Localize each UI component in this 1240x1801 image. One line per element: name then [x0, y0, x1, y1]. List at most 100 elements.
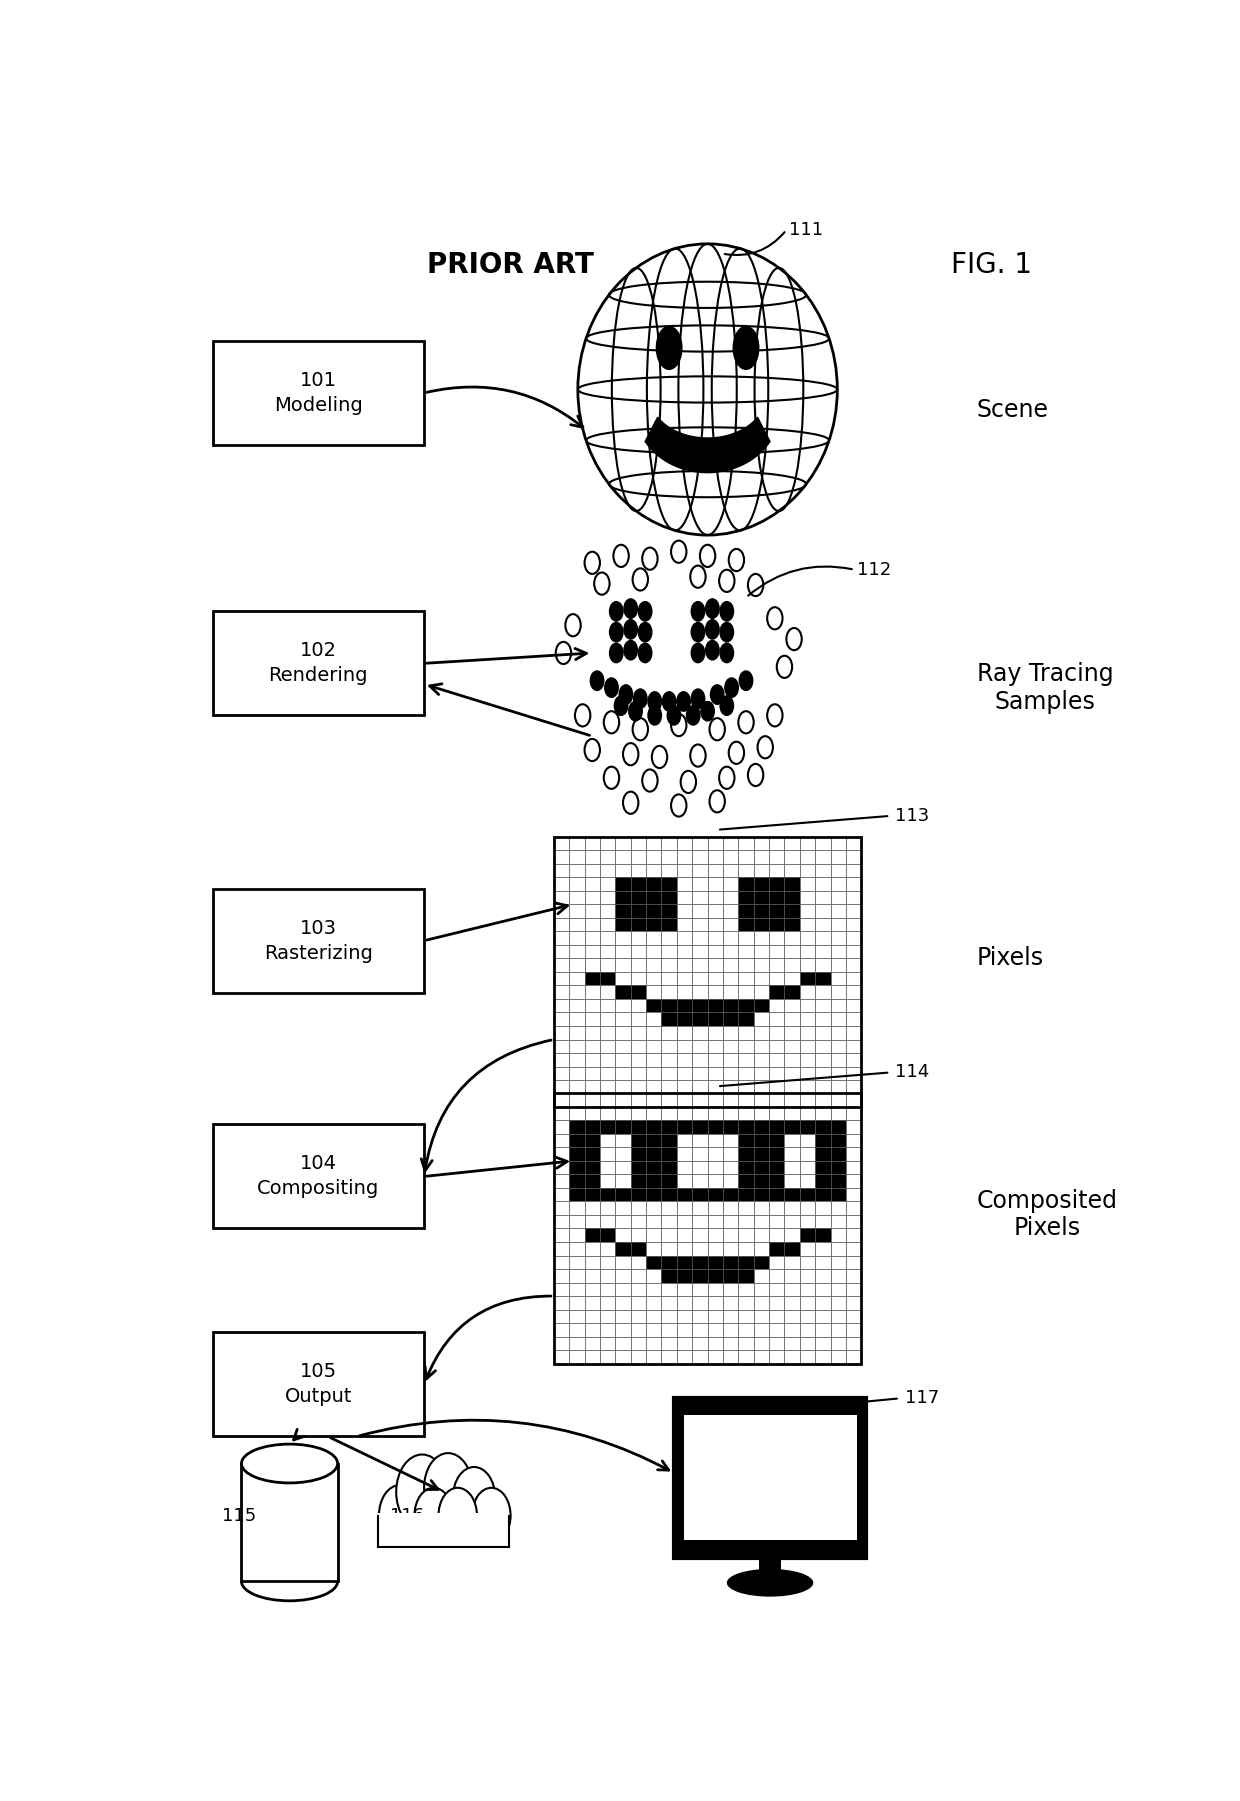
- Circle shape: [776, 656, 792, 677]
- Bar: [815, 1324, 831, 1336]
- Bar: [600, 1162, 615, 1174]
- Bar: [631, 1201, 646, 1216]
- Circle shape: [439, 1488, 477, 1543]
- Bar: [815, 1351, 831, 1363]
- Bar: [554, 931, 569, 946]
- Bar: [769, 1324, 785, 1336]
- Bar: [800, 837, 815, 850]
- Circle shape: [624, 600, 637, 618]
- Bar: [785, 1147, 800, 1162]
- Bar: [584, 850, 600, 864]
- Bar: [800, 1120, 815, 1135]
- Bar: [831, 1000, 846, 1012]
- Bar: [723, 1282, 738, 1297]
- Bar: [831, 864, 846, 877]
- Bar: [738, 1081, 754, 1093]
- Bar: [554, 1309, 569, 1324]
- Bar: [831, 1135, 846, 1147]
- Circle shape: [634, 690, 647, 708]
- Bar: [631, 877, 646, 891]
- Bar: [815, 1081, 831, 1093]
- Bar: [754, 1336, 769, 1351]
- Bar: [646, 1189, 661, 1201]
- Bar: [692, 1093, 708, 1108]
- Bar: [738, 1336, 754, 1351]
- Bar: [661, 958, 677, 973]
- Bar: [631, 1228, 646, 1243]
- Bar: [569, 837, 584, 850]
- Bar: [554, 1066, 569, 1081]
- Bar: [615, 891, 631, 904]
- Bar: [708, 1324, 723, 1336]
- Bar: [708, 946, 723, 958]
- Bar: [815, 1000, 831, 1012]
- Bar: [569, 1147, 584, 1162]
- Bar: [800, 1012, 815, 1027]
- Bar: [677, 985, 692, 1000]
- Bar: [677, 1297, 692, 1309]
- Bar: [723, 1135, 738, 1147]
- Bar: [754, 1054, 769, 1066]
- Bar: [723, 1228, 738, 1243]
- Bar: [754, 1093, 769, 1108]
- Bar: [631, 1120, 646, 1135]
- Bar: [769, 919, 785, 931]
- Circle shape: [584, 738, 600, 762]
- Bar: [692, 1270, 708, 1282]
- Bar: [846, 1081, 862, 1093]
- Bar: [800, 1243, 815, 1255]
- Bar: [600, 919, 615, 931]
- Bar: [769, 877, 785, 891]
- Bar: [631, 1000, 646, 1012]
- Bar: [615, 1054, 631, 1066]
- Bar: [584, 958, 600, 973]
- Circle shape: [706, 620, 719, 639]
- Bar: [769, 1255, 785, 1270]
- Bar: [615, 1282, 631, 1297]
- Bar: [646, 837, 661, 850]
- Bar: [600, 877, 615, 891]
- Circle shape: [590, 672, 604, 690]
- Bar: [615, 1093, 631, 1108]
- Circle shape: [720, 695, 734, 715]
- Bar: [692, 1120, 708, 1135]
- Bar: [631, 1135, 646, 1147]
- Bar: [677, 946, 692, 958]
- Bar: [600, 1039, 615, 1054]
- Bar: [600, 973, 615, 985]
- Bar: [785, 1066, 800, 1081]
- Bar: [646, 1351, 661, 1363]
- Bar: [754, 1189, 769, 1201]
- Bar: [723, 1120, 738, 1135]
- Bar: [569, 1282, 584, 1297]
- Bar: [708, 904, 723, 919]
- Circle shape: [738, 711, 754, 733]
- Circle shape: [691, 744, 706, 767]
- Circle shape: [604, 711, 619, 733]
- Bar: [708, 1081, 723, 1093]
- Bar: [846, 1351, 862, 1363]
- Bar: [723, 946, 738, 958]
- Bar: [584, 931, 600, 946]
- Bar: [554, 946, 569, 958]
- Bar: [800, 1201, 815, 1216]
- Bar: [646, 946, 661, 958]
- Bar: [800, 1093, 815, 1108]
- Bar: [692, 1162, 708, 1174]
- Bar: [800, 973, 815, 985]
- Bar: [769, 931, 785, 946]
- Bar: [677, 973, 692, 985]
- Bar: [723, 1255, 738, 1270]
- Bar: [754, 1081, 769, 1093]
- Bar: [846, 919, 862, 931]
- Bar: [754, 973, 769, 985]
- Bar: [723, 877, 738, 891]
- Bar: [785, 1093, 800, 1108]
- Bar: [646, 1324, 661, 1336]
- Bar: [615, 1201, 631, 1216]
- Bar: [569, 904, 584, 919]
- Bar: [584, 904, 600, 919]
- Bar: [800, 1081, 815, 1093]
- Bar: [800, 864, 815, 877]
- Bar: [769, 1216, 785, 1228]
